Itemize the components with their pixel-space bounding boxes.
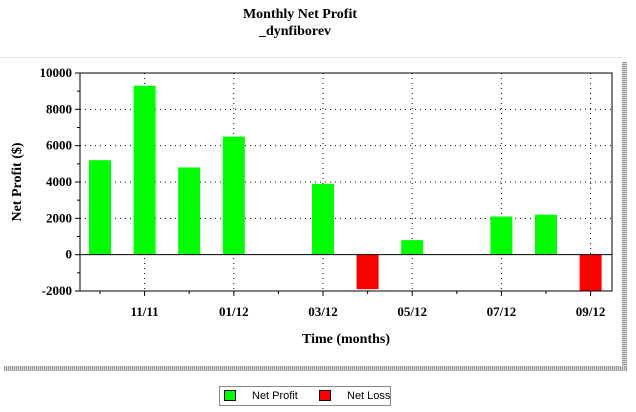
y-tick-label-2000: 2000 — [46, 210, 72, 225]
x-tick-label-03-12: 03/12 — [308, 304, 338, 319]
legend-label-net-profit: Net Profit — [252, 390, 298, 402]
x-tick-label-07-12: 07/12 — [487, 304, 517, 319]
legend-swatch-net-profit — [224, 390, 236, 401]
y-axis-title: Net Profit ($) — [10, 142, 25, 221]
bar-04-12 — [356, 254, 379, 290]
bar-01-12 — [222, 136, 245, 255]
legend-label-net-loss: Net Loss — [347, 390, 391, 402]
x-axis-title: Time (months) — [302, 332, 390, 347]
panel-shadow-right — [622, 62, 627, 371]
bar-08-12 — [535, 214, 557, 255]
bar-10-11 — [89, 160, 111, 255]
bar-09-12 — [579, 254, 602, 291]
bar-05-12 — [401, 240, 424, 255]
y-tick-label--2000: -2000 — [42, 283, 72, 298]
y-tick-label-10000: 10000 — [40, 65, 73, 80]
x-tick-label-11-11: 11/11 — [131, 304, 159, 319]
y-tick-label-6000: 6000 — [46, 138, 72, 153]
bar-11-11 — [133, 85, 156, 255]
legend-swatch-net-loss — [319, 390, 331, 401]
y-tick-label-4000: 4000 — [46, 174, 72, 189]
bar-03-12 — [312, 183, 334, 255]
bar-07-12 — [490, 216, 513, 255]
x-tick-label-09-12: 09/12 — [576, 304, 606, 319]
chart-title: Monthly Net Profit — [242, 7, 358, 22]
x-tick-label-05-12: 05/12 — [397, 304, 427, 319]
panel-shadow-bottom — [4, 366, 627, 371]
y-tick-label-0: 0 — [66, 247, 73, 262]
chart-subtitle: _dynfiborev — [258, 24, 332, 39]
y-tick-label-8000: 8000 — [46, 101, 72, 116]
bar-12-11 — [178, 167, 201, 255]
x-tick-label-01-12: 01/12 — [219, 304, 249, 319]
chart-legend: Net Profit Net Loss — [219, 386, 391, 406]
